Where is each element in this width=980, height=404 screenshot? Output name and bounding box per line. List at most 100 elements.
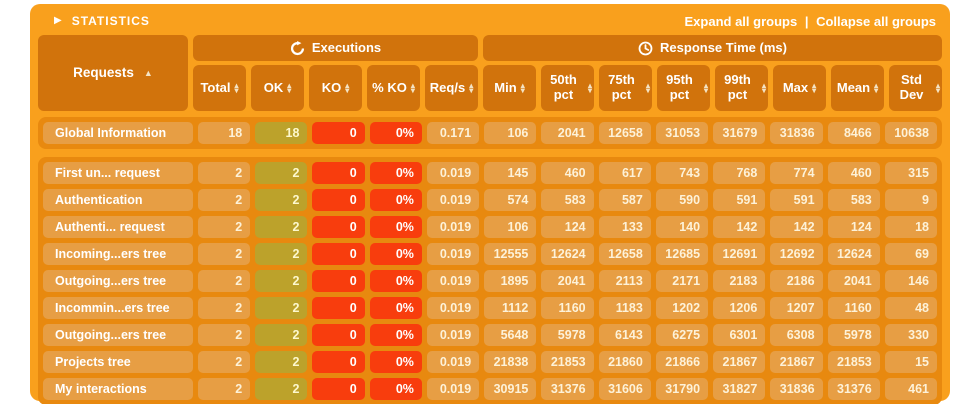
value-cell: 2 (198, 324, 251, 346)
sort-icon: ▴ ▾ (520, 81, 525, 95)
request-name-cell[interactable]: Authentication (43, 189, 193, 211)
value-cell: 2 (198, 378, 251, 400)
value-cell: 21866 (655, 351, 709, 373)
collapse-all-groups-link[interactable]: Collapse all groups (816, 13, 936, 29)
column-header-req-s[interactable]: Req/s ▴ ▾ (425, 65, 478, 111)
request-name-cell[interactable]: Outgoing...ers tree (43, 324, 193, 346)
value-cell: 9 (884, 189, 937, 211)
value-cell: 0.019 (426, 243, 480, 265)
value-cell: 2041 (541, 270, 594, 292)
value-cell: 583 (827, 189, 880, 211)
group-section: First un... request 2 2 0 0% 0.019 145 460 617 74… (38, 157, 942, 404)
value-cell: 315 (884, 162, 937, 184)
column-header--ko[interactable]: % KO ▴ ▾ (367, 65, 420, 111)
value-cell: 460 (541, 162, 594, 184)
request-name-cell[interactable]: Global Information (43, 122, 193, 144)
value-cell: 0% (369, 216, 422, 238)
sort-ascending-icon: ▲ (143, 67, 153, 78)
table-row: My interactions 2 2 0 0% 0.019 30915 31376 31606… (43, 378, 937, 400)
request-name-cell[interactable]: Incommin...ers tree (43, 297, 193, 319)
value-cell: 12555 (484, 243, 537, 265)
value-cell: 6143 (598, 324, 651, 346)
value-cell: 2 (255, 216, 308, 238)
value-cell: 0 (312, 297, 365, 319)
value-cell: 12685 (655, 243, 709, 265)
value-cell: 142 (713, 216, 766, 238)
column-header-99th-pct[interactable]: 99th pct ▴ ▾ (715, 65, 768, 111)
value-cell: 2 (198, 243, 251, 265)
value-cell: 12692 (770, 243, 823, 265)
table-row: Authentication 2 2 0 0% 0.019 574 583 587 590 591 5… (43, 189, 937, 211)
sort-icon: ▴ ▾ (812, 81, 817, 95)
value-cell: 124 (541, 216, 594, 238)
sort-icon: ▴ ▾ (345, 81, 350, 95)
sort-icon: ▴ ▾ (874, 81, 879, 95)
group-links: Expand all groups | Collapse all groups (685, 14, 937, 29)
statistics-collapse-toggle[interactable]: ▶ STATISTICS (54, 14, 150, 28)
column-header-50th-pct[interactable]: 50th pct ▴ ▾ (541, 65, 594, 111)
value-cell: 124 (827, 216, 880, 238)
table-row: First un... request 2 2 0 0% 0.019 145 460 617 74… (43, 162, 937, 184)
value-cell: 1160 (827, 297, 880, 319)
table-row: Incommin...ers tree 2 2 0 0% 0.019 1112 1160 118… (43, 297, 937, 319)
group-header-executions: Executions (193, 35, 478, 61)
value-cell: 2 (255, 162, 308, 184)
value-cell: 2171 (655, 270, 709, 292)
value-cell: 6301 (713, 324, 766, 346)
value-cell: 0% (369, 189, 422, 211)
value-cell: 0 (312, 122, 365, 144)
value-cell: 12658 (598, 243, 651, 265)
value-cell: 2 (255, 378, 308, 400)
request-name-cell[interactable]: Projects tree (43, 351, 193, 373)
value-cell: 743 (655, 162, 709, 184)
sort-icon: ▴ ▾ (287, 81, 292, 95)
value-cell: 31790 (655, 378, 709, 400)
value-cell: 18 (198, 122, 251, 144)
value-cell: 5978 (541, 324, 594, 346)
value-cell: 591 (713, 189, 766, 211)
column-header-requests[interactable]: Requests ▲ (38, 35, 188, 111)
value-cell: 10638 (884, 122, 937, 144)
column-header-ko[interactable]: KO ▴ ▾ (309, 65, 362, 111)
value-cell: 1895 (484, 270, 537, 292)
value-cell: 145 (484, 162, 537, 184)
request-name-cell[interactable]: Outgoing...ers tree (43, 270, 193, 292)
column-header-75th-pct[interactable]: 75th pct ▴ ▾ (599, 65, 652, 111)
column-header-ok[interactable]: OK ▴ ▾ (251, 65, 304, 111)
value-cell: 18 (255, 122, 308, 144)
value-cell: 31836 (770, 378, 823, 400)
column-header-min[interactable]: Min ▴ ▾ (483, 65, 536, 111)
value-cell: 48 (884, 297, 937, 319)
request-name-cell[interactable]: My interactions (43, 378, 193, 400)
value-cell: 460 (827, 162, 880, 184)
value-cell: 21838 (484, 351, 537, 373)
value-cell: 0 (312, 189, 365, 211)
request-name-cell[interactable]: First un... request (43, 162, 193, 184)
column-header-mean[interactable]: Mean ▴ ▾ (831, 65, 884, 111)
value-cell: 18 (884, 216, 937, 238)
column-header-max[interactable]: Max ▴ ▾ (773, 65, 826, 111)
column-header-95th-pct[interactable]: 95th pct ▴ ▾ (657, 65, 710, 111)
value-cell: 0% (369, 324, 422, 346)
expand-all-groups-link[interactable]: Expand all groups (684, 13, 798, 29)
panel-title: STATISTICS (71, 14, 150, 28)
group-header-response-time: Response Time (ms) (483, 35, 942, 61)
value-cell: 1202 (655, 297, 709, 319)
value-cell: 2 (198, 216, 251, 238)
value-cell: 0% (369, 270, 422, 292)
request-name-cell[interactable]: Incoming...ers tree (43, 243, 193, 265)
value-cell: 5978 (827, 324, 880, 346)
table-row: Global Information 18 18 0 0% 0.171 106 2041 126… (43, 122, 937, 144)
column-header-total[interactable]: Total ▴ ▾ (193, 65, 246, 111)
request-name-cell[interactable]: Authenti... request (43, 216, 193, 238)
column-header-std-dev[interactable]: Std Dev ▴ ▾ (889, 65, 942, 111)
value-cell: 12658 (598, 122, 651, 144)
value-cell: 0 (312, 378, 365, 400)
global-section: Global Information 18 18 0 0% 0.171 106 2041 126… (38, 117, 942, 149)
value-cell: 69 (884, 243, 937, 265)
value-cell: 142 (770, 216, 823, 238)
table-header: Requests ▲ Executions Response Time (ms)… (38, 35, 942, 111)
value-cell: 2183 (713, 270, 766, 292)
value-cell: 0.171 (426, 122, 480, 144)
sort-icon: ▴ ▾ (587, 81, 592, 95)
